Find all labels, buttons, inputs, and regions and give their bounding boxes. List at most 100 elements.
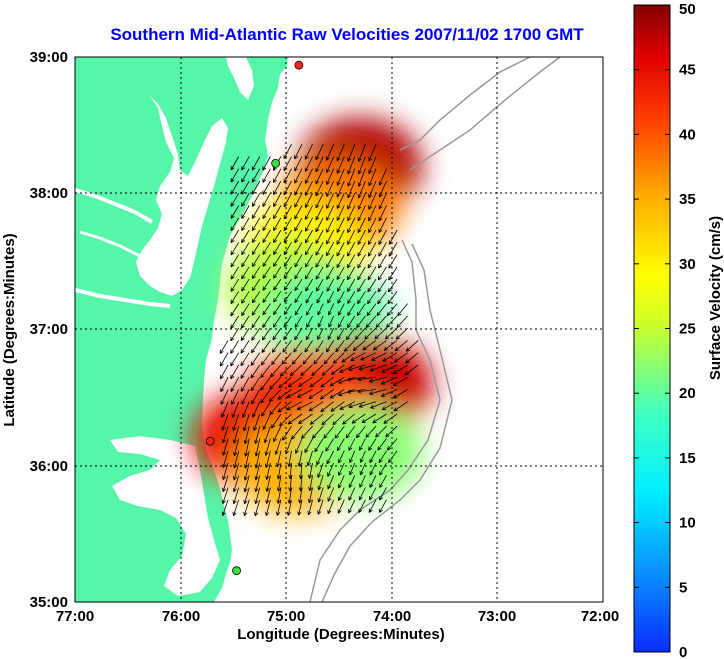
- colorbar-tick-label: 15: [679, 450, 696, 467]
- velocity-arrow: [301, 425, 313, 439]
- velocity-arrow: [311, 364, 324, 377]
- velocity-arrow: [327, 499, 335, 515]
- velocity-arrow: [306, 450, 313, 467]
- velocity-arrow: [351, 413, 366, 424]
- velocity-arrow: [326, 168, 335, 186]
- velocity-arrow: [251, 303, 261, 316]
- velocity-arrow: [356, 303, 366, 317]
- chart-title: Southern Mid-Atlantic Raw Velocities 200…: [110, 25, 584, 44]
- velocity-arrow: [230, 377, 240, 392]
- velocity-arrow: [347, 376, 366, 382]
- velocity-arrow: [250, 352, 261, 366]
- velocity-arrow: [230, 254, 240, 268]
- velocity-arrow: [348, 475, 356, 488]
- velocity-arrow: [350, 352, 366, 362]
- velocity-arrow: [230, 168, 240, 183]
- velocity-arrow: [220, 377, 229, 393]
- velocity-arrow: [262, 156, 271, 171]
- velocity-arrow: [262, 266, 271, 279]
- colorbar-tick-label: 50: [679, 1, 696, 18]
- velocity-arrow: [357, 168, 366, 187]
- velocity-arrow: [319, 389, 334, 400]
- velocity-arrow: [243, 487, 250, 505]
- station-marker: [294, 60, 304, 70]
- velocity-arrow: [357, 205, 366, 222]
- velocity-arrow: [357, 193, 366, 210]
- velocity-arrow: [309, 413, 324, 425]
- velocity-arrow: [312, 425, 324, 439]
- velocity-arrow: [283, 193, 292, 208]
- velocity-arrow: [357, 278, 366, 293]
- velocity-arrow: [388, 242, 398, 257]
- velocity-arrow: [297, 450, 303, 467]
- velocity-arrow: [283, 291, 292, 303]
- velocity-arrow: [287, 413, 303, 425]
- velocity-arrow: [317, 462, 324, 478]
- plot-area: [75, 57, 603, 602]
- velocity-arrow: [283, 229, 292, 244]
- velocity-arrow: [395, 327, 408, 340]
- velocity-arrow: [271, 340, 282, 353]
- velocity-arrow: [323, 425, 335, 439]
- velocity-arrow: [347, 389, 366, 394]
- velocity-arrow: [382, 352, 398, 362]
- velocity-arrow: [368, 205, 377, 222]
- velocity-arrow: [305, 291, 313, 304]
- station-markers: [205, 60, 304, 576]
- velocity-arrow: [347, 156, 356, 175]
- velocity-arrow: [347, 205, 356, 222]
- velocity-arrow: [273, 254, 282, 267]
- velocity-arrow: [304, 438, 313, 454]
- velocity-arrow: [298, 376, 313, 387]
- velocity-arrow: [261, 327, 271, 341]
- velocity-arrow: [379, 475, 387, 488]
- velocity-arrow: [326, 340, 335, 353]
- velocity-arrow: [240, 327, 250, 341]
- velocity-arrow: [361, 413, 377, 423]
- x-tick-label: 74:00: [373, 608, 411, 625]
- velocity-arrow: [337, 291, 345, 304]
- colorbar-label: Surface Velocity (cm/s): [707, 216, 724, 380]
- velocity-arrow: [283, 254, 292, 268]
- velocity-arrow: [309, 376, 324, 388]
- velocity-arrow: [272, 315, 282, 328]
- velocity-arrow: [262, 315, 271, 328]
- velocity-arrow: [368, 229, 377, 245]
- velocity-arrow: [368, 217, 377, 234]
- bathymetry-contours: [309, 57, 561, 602]
- velocity-arrow: [230, 364, 240, 380]
- velocity-arrow: [273, 205, 282, 220]
- velocity-arrow: [230, 266, 240, 280]
- velocity-arrow: [283, 168, 292, 184]
- velocity-arrow: [394, 340, 408, 352]
- velocity-arrow: [378, 205, 387, 222]
- velocity-arrow: [304, 205, 313, 220]
- velocity-arrow: [347, 278, 356, 293]
- y-tick-label: 35:00: [30, 594, 68, 611]
- colorbar-tick-label: 5: [679, 579, 687, 596]
- velocity-arrow: [357, 229, 366, 245]
- velocity-arrow: [330, 401, 345, 412]
- velocity-arrow: [221, 413, 229, 431]
- velocity-arrow: [347, 168, 356, 187]
- velocity-arrow: [370, 401, 387, 409]
- velocity-arrow: [377, 291, 387, 305]
- velocity-arrow: [367, 242, 377, 257]
- velocity-arrow: [230, 291, 240, 304]
- velocity-arrow: [221, 401, 229, 418]
- velocity-arrow: [405, 340, 419, 352]
- james-river: [75, 288, 171, 308]
- velocity-arrow: [339, 401, 355, 410]
- velocity-arrow: [315, 266, 324, 280]
- velocity-arrow: [369, 487, 377, 501]
- velocity-arrow: [347, 229, 356, 245]
- velocity-arrow: [222, 450, 229, 468]
- velocity-arrow: [261, 401, 271, 417]
- velocity-arrow: [404, 364, 419, 376]
- velocity-arrow: [369, 450, 377, 464]
- velocity-arrow: [365, 425, 377, 438]
- velocity-arrow: [241, 291, 250, 304]
- velocity-arrow: [222, 475, 229, 492]
- velocity-arrow: [232, 413, 240, 431]
- velocity-arrow: [294, 242, 303, 256]
